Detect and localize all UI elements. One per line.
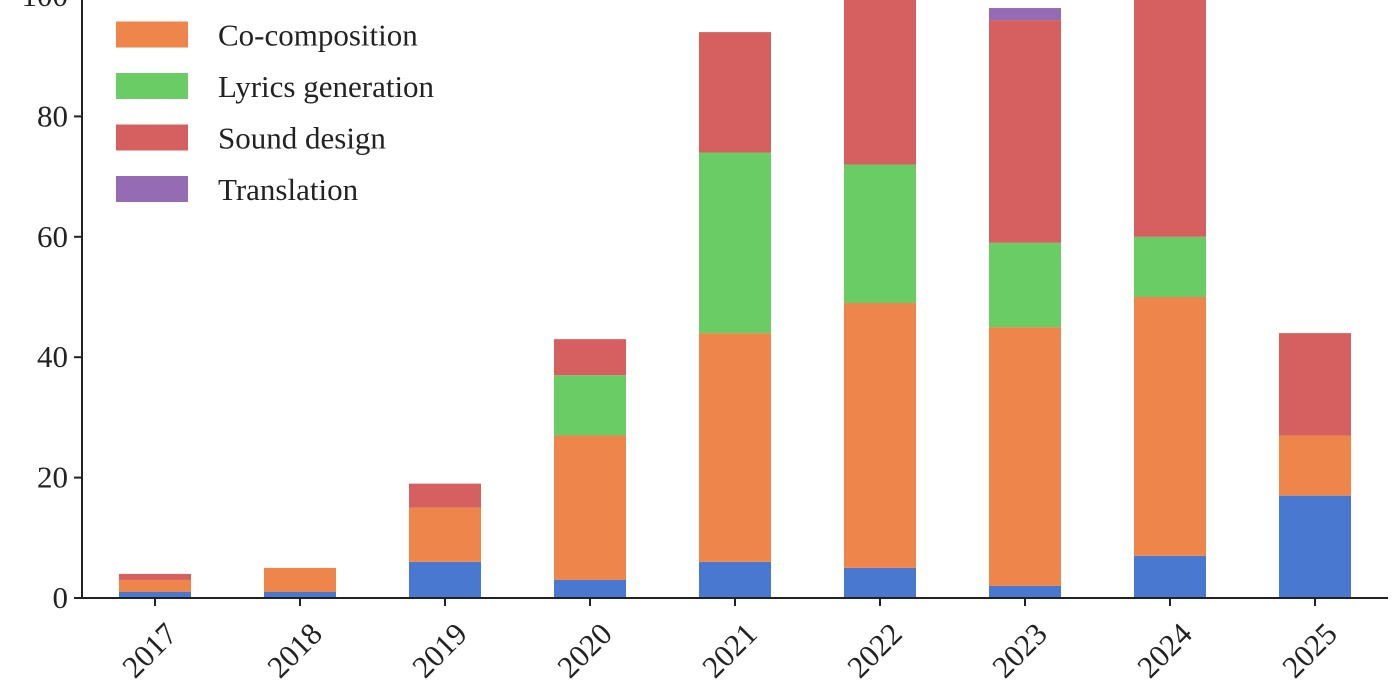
bar-segment-2024-series-1 xyxy=(1134,297,1206,556)
bar-segment-2020-series-0 xyxy=(554,579,626,598)
legend-swatch-3 xyxy=(116,124,188,151)
bar-segment-2023-series-1 xyxy=(989,327,1061,586)
y-tick-label: 40 xyxy=(37,339,68,374)
bar-segment-2020-series-3 xyxy=(554,339,626,376)
bar-segment-2019-series-3 xyxy=(409,483,481,508)
bar-segment-2024-series-3 xyxy=(1134,0,1206,237)
bar-segment-2023-series-0 xyxy=(989,585,1061,598)
bar-segment-2021-series-0 xyxy=(699,561,771,598)
legend-label-2: Lyrics generation xyxy=(218,69,435,104)
x-tick-label: 2019 xyxy=(405,616,474,685)
bar-segment-2020-series-2 xyxy=(554,375,626,436)
bar-segment-2025-series-1 xyxy=(1279,435,1351,496)
legend-label-4: Translation xyxy=(218,172,359,207)
bar-segment-2019-series-1 xyxy=(409,507,481,562)
bar-segment-2023-series-2 xyxy=(989,242,1061,328)
legend-swatch-2 xyxy=(116,73,188,99)
x-tick-label: 2021 xyxy=(695,616,764,685)
legend-swatch-4 xyxy=(116,176,188,202)
y-tick-label: 80 xyxy=(37,98,68,133)
legend-label-3: Sound design xyxy=(218,121,386,156)
x-tick-label: 2024 xyxy=(1130,616,1199,685)
y-tick-label: 100 xyxy=(22,0,69,13)
x-tick-label: 2022 xyxy=(840,616,909,685)
bar-segment-2021-series-2 xyxy=(699,152,771,334)
bar-segment-2018-series-1 xyxy=(264,567,336,592)
bar-segment-2023-series-4 xyxy=(989,8,1061,21)
bar-segment-2022-series-0 xyxy=(844,567,916,598)
bar-segment-2025-series-3 xyxy=(1279,333,1351,436)
bar-segment-2022-series-3 xyxy=(844,0,916,165)
bar-segment-2023-series-3 xyxy=(989,20,1061,243)
bar-segment-2025-series-0 xyxy=(1279,495,1351,598)
y-tick-label: 0 xyxy=(53,580,69,615)
bar-segment-2022-series-2 xyxy=(844,164,916,304)
bar-segment-2024-series-2 xyxy=(1134,236,1206,297)
bar-segment-2017-series-3 xyxy=(119,573,191,580)
x-tick-label: 2025 xyxy=(1275,616,1344,685)
bar-segment-2022-series-1 xyxy=(844,303,916,568)
bars xyxy=(119,0,1351,598)
bar-segment-2021-series-1 xyxy=(699,333,771,562)
bar-segment-2017-series-0 xyxy=(119,591,191,598)
x-axis-ticks: 2017 2018 2019 2020 2021 2022 2023 2024 2025 xyxy=(115,598,1344,685)
x-tick-label: 2020 xyxy=(550,616,619,685)
bar-segment-2017-series-1 xyxy=(119,579,191,592)
x-tick-label: 2018 xyxy=(260,616,329,685)
bar-segment-2024-series-0 xyxy=(1134,555,1206,598)
bar-segment-2020-series-1 xyxy=(554,435,626,580)
legend-swatch-1 xyxy=(116,21,188,48)
x-tick-label: 2017 xyxy=(115,616,184,685)
bar-segment-2019-series-0 xyxy=(409,561,481,598)
y-tick-label: 60 xyxy=(37,219,68,254)
bar-segment-2021-series-3 xyxy=(699,32,771,153)
bar-segment-2018-series-0 xyxy=(264,591,336,598)
legend: Co-composition Lyrics generation Sound des… xyxy=(116,18,435,207)
y-tick-label: 20 xyxy=(37,460,68,495)
x-tick-label: 2023 xyxy=(985,616,1054,685)
y-axis-ticks: 0 20 40 60 80 100 xyxy=(22,0,82,615)
legend-label-1: Co-composition xyxy=(218,18,418,53)
